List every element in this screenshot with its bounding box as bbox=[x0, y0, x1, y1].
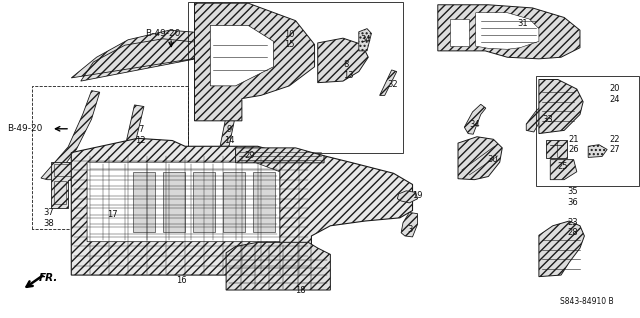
Polygon shape bbox=[458, 137, 502, 180]
Polygon shape bbox=[223, 172, 245, 232]
Polygon shape bbox=[526, 102, 549, 132]
Polygon shape bbox=[211, 25, 273, 86]
Polygon shape bbox=[120, 105, 144, 167]
Text: 9
14: 9 14 bbox=[224, 125, 234, 145]
Polygon shape bbox=[550, 160, 577, 180]
Text: 31: 31 bbox=[518, 19, 529, 28]
Text: 22
27: 22 27 bbox=[610, 135, 620, 155]
Text: 30: 30 bbox=[487, 155, 498, 163]
Polygon shape bbox=[226, 242, 330, 290]
Text: 17: 17 bbox=[107, 210, 118, 219]
Polygon shape bbox=[317, 38, 368, 83]
Polygon shape bbox=[476, 13, 539, 49]
Polygon shape bbox=[401, 212, 417, 237]
Polygon shape bbox=[380, 70, 397, 95]
Polygon shape bbox=[41, 91, 100, 180]
Polygon shape bbox=[51, 162, 90, 208]
Polygon shape bbox=[539, 221, 584, 277]
Polygon shape bbox=[397, 191, 417, 203]
Text: 3: 3 bbox=[407, 225, 413, 234]
Text: 16: 16 bbox=[177, 276, 187, 285]
Polygon shape bbox=[133, 172, 156, 232]
Text: 34: 34 bbox=[360, 35, 371, 44]
Polygon shape bbox=[547, 140, 566, 158]
Text: 35
36: 35 36 bbox=[567, 187, 578, 207]
Polygon shape bbox=[451, 19, 469, 46]
Text: 7
12: 7 12 bbox=[136, 125, 146, 145]
Polygon shape bbox=[163, 172, 185, 232]
Text: 20
24: 20 24 bbox=[610, 84, 620, 104]
Text: 23
28: 23 28 bbox=[567, 218, 578, 237]
Text: 32: 32 bbox=[387, 80, 398, 89]
Text: 8
13: 8 13 bbox=[343, 60, 354, 80]
Text: 21
26: 21 26 bbox=[568, 135, 579, 155]
Text: 18: 18 bbox=[295, 287, 305, 295]
Polygon shape bbox=[193, 172, 215, 232]
Text: 33: 33 bbox=[542, 115, 553, 124]
Text: B-49-20: B-49-20 bbox=[145, 29, 180, 38]
Text: 29: 29 bbox=[244, 151, 255, 160]
Polygon shape bbox=[253, 172, 275, 232]
Polygon shape bbox=[71, 30, 245, 81]
Text: 19: 19 bbox=[412, 191, 422, 200]
Polygon shape bbox=[87, 162, 280, 242]
Text: 10
15: 10 15 bbox=[284, 30, 294, 50]
Text: S843-84910 B: S843-84910 B bbox=[560, 297, 614, 306]
Polygon shape bbox=[465, 104, 486, 134]
Polygon shape bbox=[218, 119, 234, 157]
Polygon shape bbox=[588, 145, 607, 157]
Polygon shape bbox=[71, 138, 413, 275]
Text: B-49-20: B-49-20 bbox=[8, 124, 43, 133]
Text: 37
38: 37 38 bbox=[44, 208, 54, 228]
Polygon shape bbox=[236, 148, 324, 163]
Text: 34: 34 bbox=[469, 120, 480, 129]
Text: 25: 25 bbox=[557, 162, 568, 171]
Polygon shape bbox=[359, 29, 371, 51]
Polygon shape bbox=[438, 5, 580, 59]
Polygon shape bbox=[539, 80, 583, 134]
Polygon shape bbox=[195, 3, 315, 121]
Text: FR.: FR. bbox=[38, 273, 58, 283]
